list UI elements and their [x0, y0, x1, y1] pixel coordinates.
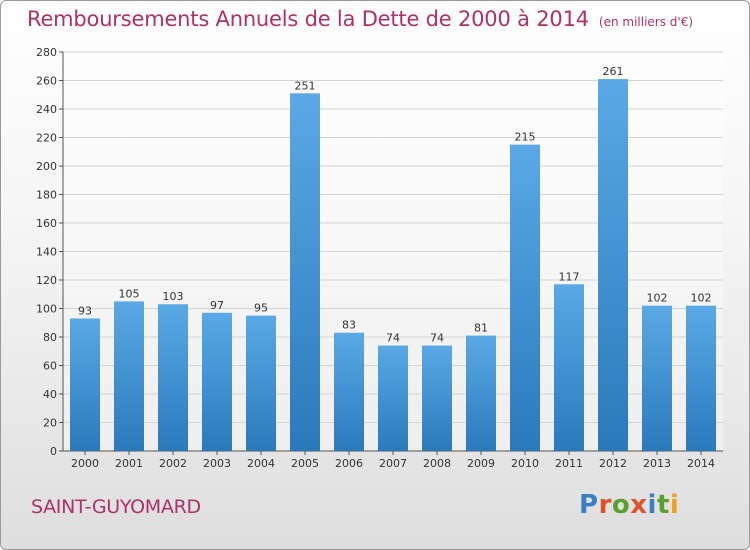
bar	[598, 79, 628, 451]
bar	[202, 312, 232, 451]
data-label: 97	[210, 299, 224, 312]
x-tick-label: 2003	[203, 457, 231, 470]
bar	[642, 305, 672, 451]
y-tick-label: 180	[36, 189, 57, 202]
data-label: 74	[386, 332, 400, 345]
logo-letter: o	[611, 490, 631, 520]
logo-letter: i	[647, 490, 657, 520]
y-tick-label: 0	[50, 445, 57, 458]
x-tick-label: 2001	[115, 457, 143, 470]
x-tick-label: 2005	[291, 457, 319, 470]
data-label: 102	[647, 292, 668, 305]
data-label: 83	[342, 319, 356, 332]
logo-letter: r	[598, 490, 612, 520]
chart-subtitle: (en milliers d'€)	[598, 15, 694, 29]
y-tick-label: 160	[36, 217, 57, 230]
x-tick-label: 2009	[467, 457, 495, 470]
data-label: 251	[295, 79, 316, 92]
bar	[554, 284, 584, 451]
bar	[114, 301, 144, 451]
y-tick-label: 40	[43, 388, 57, 401]
chart-title: Remboursements Annuels de la Dette de 20…	[27, 7, 589, 31]
x-tick-label: 2002	[159, 457, 187, 470]
data-label: 95	[254, 302, 268, 315]
y-tick-label: 280	[36, 46, 57, 59]
proxiti-logo: Proxiti	[579, 490, 679, 520]
data-label: 105	[119, 287, 140, 300]
logo-letter: t	[656, 490, 670, 520]
data-label: 102	[691, 292, 712, 305]
y-tick-label: 240	[36, 103, 57, 116]
bar	[334, 332, 364, 451]
logo-letter: x	[630, 490, 648, 520]
bar	[246, 315, 276, 451]
x-tick-label: 2007	[379, 457, 407, 470]
x-tick-label: 2011	[555, 457, 583, 470]
x-tick-label: 2004	[247, 457, 275, 470]
bar	[158, 304, 188, 451]
data-label: 261	[603, 65, 624, 78]
data-label: 103	[163, 290, 184, 303]
logo-letter: P	[579, 490, 599, 520]
x-tick-label: 2006	[335, 457, 363, 470]
bar	[422, 345, 452, 451]
y-tick-label: 80	[43, 331, 57, 344]
data-label: 81	[474, 322, 488, 335]
data-label: 93	[78, 304, 92, 317]
bar	[290, 93, 320, 451]
bar	[70, 318, 100, 451]
bar	[510, 144, 540, 451]
y-tick-label: 260	[36, 75, 57, 88]
y-tick-label: 100	[36, 303, 57, 316]
y-tick-label: 140	[36, 246, 57, 259]
x-tick-label: 2014	[687, 457, 715, 470]
y-tick-label: 20	[43, 417, 57, 430]
y-tick-label: 120	[36, 274, 57, 287]
y-tick-label: 60	[43, 360, 57, 373]
y-tick-label: 220	[36, 132, 57, 145]
x-tick-label: 2010	[511, 457, 539, 470]
y-tick-label: 200	[36, 160, 57, 173]
data-label: 215	[515, 131, 536, 144]
chart-title-block: Remboursements Annuels de la Dette de 20…	[27, 7, 693, 31]
bar	[466, 335, 496, 451]
x-tick-label: 2008	[423, 457, 451, 470]
x-tick-label: 2013	[643, 457, 671, 470]
x-tick-label: 2012	[599, 457, 627, 470]
bar	[378, 345, 408, 451]
location-label: SAINT-GUYOMARD	[31, 496, 201, 518]
x-tick-label: 2000	[71, 457, 99, 470]
data-label: 117	[559, 270, 580, 283]
bar	[686, 305, 716, 451]
logo-letter: i	[669, 490, 680, 520]
data-label: 74	[430, 332, 444, 345]
